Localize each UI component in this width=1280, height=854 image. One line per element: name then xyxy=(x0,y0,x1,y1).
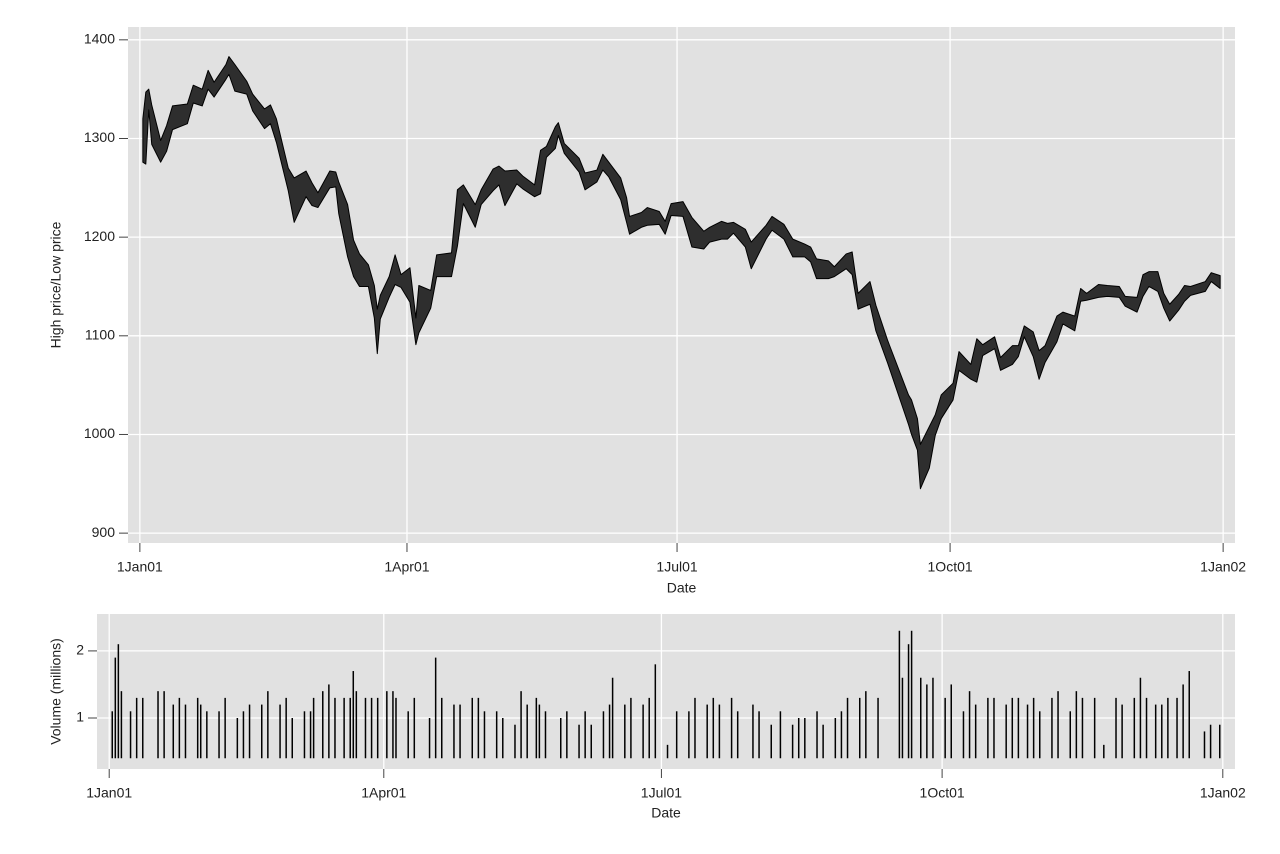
y-tick-label: 1400 xyxy=(84,31,115,47)
x-tick-label: 1Jan02 xyxy=(1200,559,1246,575)
plot-background xyxy=(128,27,1235,543)
x-tick-label: 1Jan02 xyxy=(1200,785,1246,801)
y-tick-label: 1100 xyxy=(85,327,115,343)
x-tick-label: 1Apr01 xyxy=(384,559,429,575)
y-tick-label: 1200 xyxy=(84,228,115,244)
y-tick-label: 1 xyxy=(76,709,84,725)
x-tick-label: 1Jan01 xyxy=(117,559,163,575)
x-tick-label: 1Oct01 xyxy=(920,785,965,801)
y-tick-label: 2 xyxy=(76,642,84,658)
x-tick-label: 1Apr01 xyxy=(361,785,406,801)
plot: 900 1000 1100 1200 1300 1400 1Jan01 1Apr01 1Jul0… xyxy=(48,27,1246,596)
x-tick-label: 1Oct01 xyxy=(928,559,973,575)
x-axis-title: Date xyxy=(667,580,697,596)
y-axis-title: Volume (millions) xyxy=(48,638,64,745)
plot: 1 2 1Jan01 1Apr01 1Jul01 1Oct01 1Jan02 Date Volu… xyxy=(48,614,1246,821)
y-tick-label: 1000 xyxy=(84,425,115,441)
x-axis-title: Date xyxy=(651,805,681,821)
y-tick-label: 900 xyxy=(92,524,116,540)
x-tick-label: 1Jul01 xyxy=(656,559,697,575)
x-tick-label: 1Jan01 xyxy=(86,785,132,801)
y-tick-label: 1300 xyxy=(84,129,115,145)
x-tick-label: 1Jul01 xyxy=(641,785,682,801)
y-axis-title: High price/Low price xyxy=(48,221,64,348)
price-range-area xyxy=(142,56,1221,490)
